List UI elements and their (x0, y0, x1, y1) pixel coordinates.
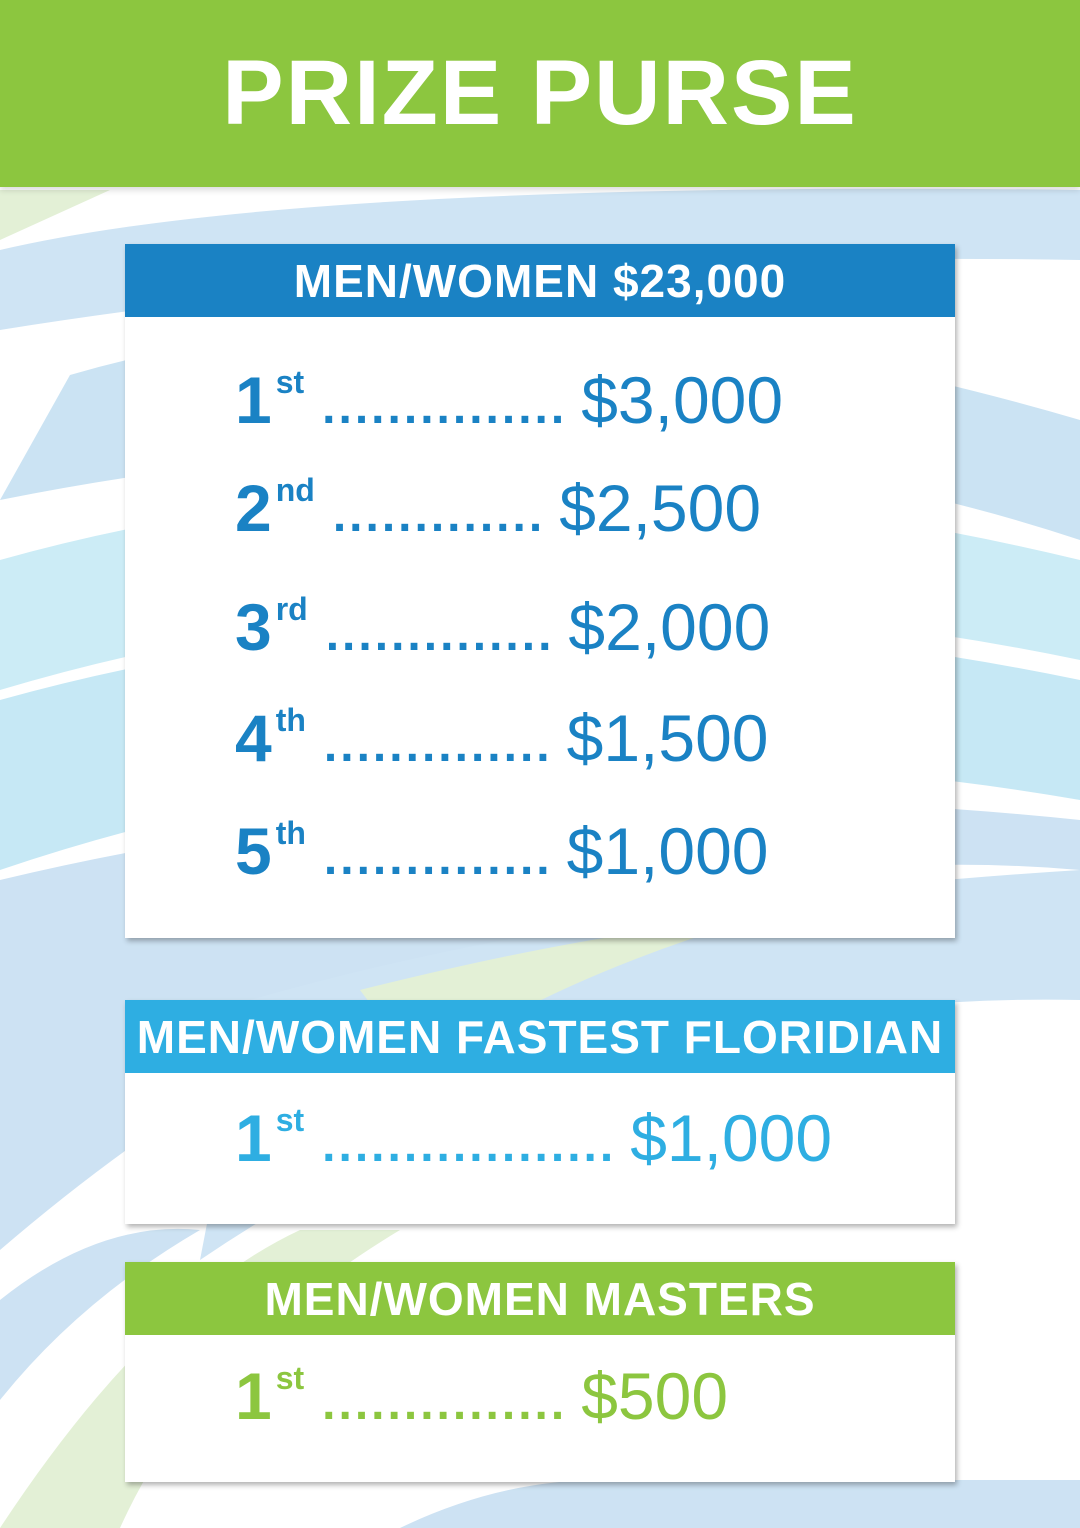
section-heading: MEN/WOMEN $23,000 (125, 244, 955, 317)
dot-leader: .................. (322, 1119, 617, 1172)
dot-leader: .............. (325, 608, 555, 661)
prize-amount: $3,000 (581, 363, 784, 437)
place-suffix: nd (275, 472, 315, 508)
place-suffix: th (275, 702, 306, 738)
prize-amount: $1,500 (566, 701, 769, 775)
section-heading: MEN/WOMEN MASTERS (125, 1262, 955, 1335)
place-suffix: rd (275, 591, 308, 627)
dot-leader: ............... (322, 1377, 568, 1430)
prize-amount: $2,000 (568, 590, 771, 664)
place-suffix: st (275, 1102, 305, 1138)
title-banner: PRIZE PURSE (0, 0, 1080, 187)
section-heading: MEN/WOMEN FASTEST FLORIDIAN (125, 1000, 955, 1073)
page-title: PRIZE PURSE (222, 42, 858, 144)
place-number: 1 (235, 1101, 272, 1175)
dot-leader: ............. (332, 489, 546, 542)
place-number: 3 (235, 590, 272, 664)
dot-leader: ............... (322, 381, 568, 434)
place-number: 1 (235, 1359, 272, 1433)
place-number: 4 (235, 701, 272, 775)
prize-amount: $500 (581, 1359, 729, 1433)
prize-amount: $1,000 (630, 1101, 833, 1175)
prize-amount: $1,000 (566, 814, 769, 888)
dot-leader: .............. (323, 719, 553, 772)
place-suffix: st (275, 1360, 305, 1396)
prize-amount: $2,500 (559, 471, 762, 545)
place-number: 1 (235, 363, 272, 437)
place-number: 2 (235, 471, 272, 545)
dot-leader: .............. (323, 832, 553, 885)
place-number: 5 (235, 814, 272, 888)
place-suffix: st (275, 364, 305, 400)
place-suffix: th (275, 815, 306, 851)
